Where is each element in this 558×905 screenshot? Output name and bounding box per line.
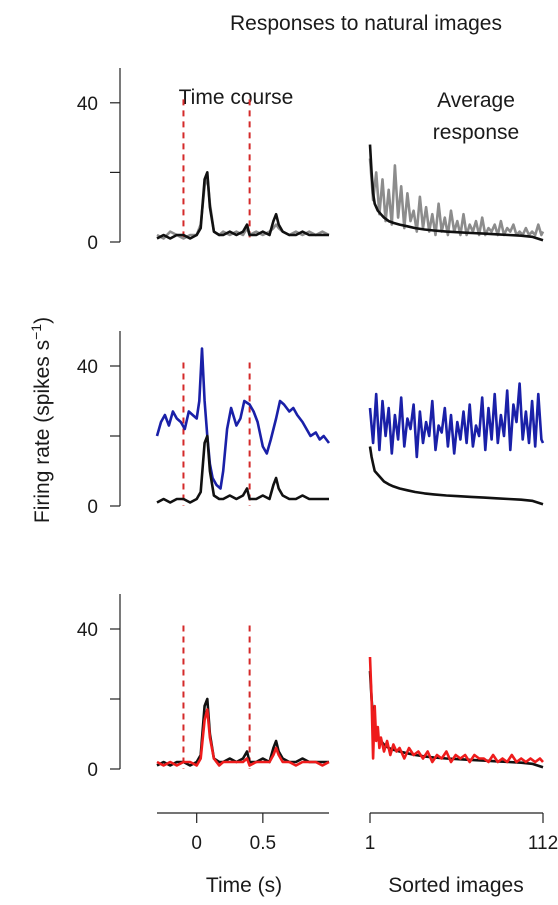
panel-average-response-row-1: Average response: [368, 89, 545, 242]
x-tick-label: 1: [365, 833, 376, 854]
series-line-blue: [368, 382, 545, 459]
series-line-gray: [368, 158, 545, 237]
series-line-black: [156, 434, 329, 504]
series-line-black: [156, 171, 329, 240]
y-tick-label: 40: [77, 620, 98, 641]
panel-title-line: response: [433, 121, 519, 144]
series-line-black: [156, 697, 329, 767]
series-line-black: [368, 446, 544, 506]
y-axis-label-main: Firing rate (spikes s: [31, 340, 54, 523]
y-tick-label: 40: [77, 94, 98, 115]
y-tick-label: 0: [87, 233, 98, 254]
series-line-red: [156, 708, 330, 767]
panel-average-response-row-2: [368, 382, 545, 506]
panel-time-course-row-1: Time course 0 40: [77, 68, 330, 254]
series-line-gray: [156, 174, 330, 240]
panel-title: Time course: [179, 86, 294, 109]
series-line-blue: [155, 347, 331, 490]
panel-time-course-row-2: 0 40: [77, 331, 331, 518]
y-axis-label-superscript: −1: [28, 324, 44, 340]
x-tick-label: 0.5: [250, 833, 276, 854]
x-tick-label: 112: [528, 833, 558, 854]
y-tick-label: 40: [77, 357, 98, 378]
x-axis-label: Time (s): [206, 874, 282, 897]
figure-title: Responses to natural images: [230, 12, 502, 35]
series-line-black: [368, 670, 544, 769]
x-tick-label: 0: [191, 833, 202, 854]
panel-time-course-row-3: 0 40 0 0.5 Time (s): [77, 594, 330, 897]
y-tick-label: 0: [87, 497, 98, 518]
panel-title-line: Average: [437, 89, 515, 112]
panel-title: Average response: [433, 89, 519, 144]
y-axis-label-close: ): [31, 317, 54, 324]
series-line-black: [368, 144, 544, 242]
y-axis-label: Firing rate (spikes s−1): [28, 317, 54, 523]
series-line-red: [368, 656, 544, 764]
y-tick-label: 0: [87, 760, 98, 781]
x-axis-label: Sorted images: [388, 874, 523, 897]
